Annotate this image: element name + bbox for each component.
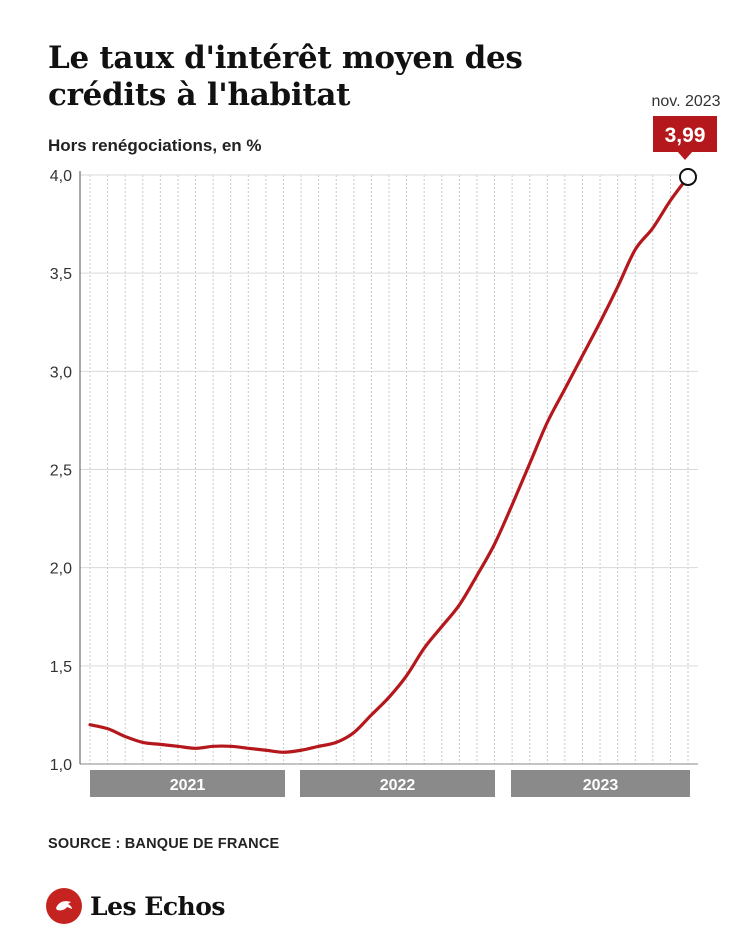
data-point (388, 696, 391, 699)
data-point (282, 751, 285, 754)
data-point (511, 503, 514, 506)
data-point (212, 745, 215, 748)
data-point (264, 749, 267, 752)
year-band-label: 2021 (170, 777, 206, 794)
data-point (563, 388, 566, 391)
year-band (511, 770, 690, 797)
y-tick-label: 2,5 (50, 463, 72, 480)
value-callout-pointer (677, 151, 693, 160)
data-point (405, 674, 408, 677)
year-band-label: 2022 (380, 777, 416, 794)
data-point (317, 745, 320, 748)
data-point (493, 543, 496, 546)
line-chart: 1,0 1,5 2,0 2,5 3,0 3,5 4,0 2021 2022 2023 3,99 nov… (50, 93, 721, 797)
data-point (335, 741, 338, 744)
value-callout-box (653, 116, 717, 152)
value-callout-label: 3,99 (665, 124, 706, 147)
data-point (528, 462, 531, 465)
brand-name: Les Echos (90, 891, 225, 921)
source-note: SOURCE : BANQUE DE FRANCE (48, 836, 280, 852)
y-tick-label: 1,0 (50, 757, 72, 774)
year-band (90, 770, 285, 797)
data-point (669, 199, 672, 202)
data-point (176, 745, 179, 748)
data-point (247, 747, 250, 750)
data-point (89, 723, 92, 726)
data-point (159, 743, 162, 746)
year-band-label: 2023 (583, 777, 619, 794)
year-band (300, 770, 495, 797)
data-point (352, 731, 355, 734)
data-point (475, 574, 478, 577)
data-point (458, 603, 461, 606)
data-point (106, 727, 109, 730)
data-point (141, 741, 144, 744)
data-point (651, 227, 654, 230)
data-point (581, 354, 584, 357)
data-point (229, 745, 232, 748)
y-tick-label: 1,5 (50, 659, 72, 676)
data-point (194, 747, 197, 750)
data-point (124, 735, 127, 738)
data-point (634, 248, 637, 251)
last-point-marker (679, 167, 697, 186)
y-tick-label: 4,0 (50, 168, 72, 185)
y-tick-label: 2,0 (50, 561, 72, 578)
series-line (88, 175, 690, 754)
y-tick-label: 3,0 (50, 364, 72, 381)
chart-subtitle: Hors renégociations, en % (48, 136, 262, 155)
data-point (440, 625, 443, 628)
data-point (616, 285, 619, 288)
data-point (599, 321, 602, 324)
data-point (370, 713, 373, 716)
date-callout-label: nov. 2023 (651, 93, 720, 110)
data-point (300, 749, 303, 752)
les-echos-logo-icon (46, 888, 82, 924)
data-point (423, 647, 426, 650)
chart-title: Le taux d'intérêt moyen des crédits à l'… (48, 40, 523, 113)
y-tick-label: 3,5 (50, 266, 72, 283)
brand: Les Echos (46, 888, 225, 924)
data-point (546, 421, 549, 424)
